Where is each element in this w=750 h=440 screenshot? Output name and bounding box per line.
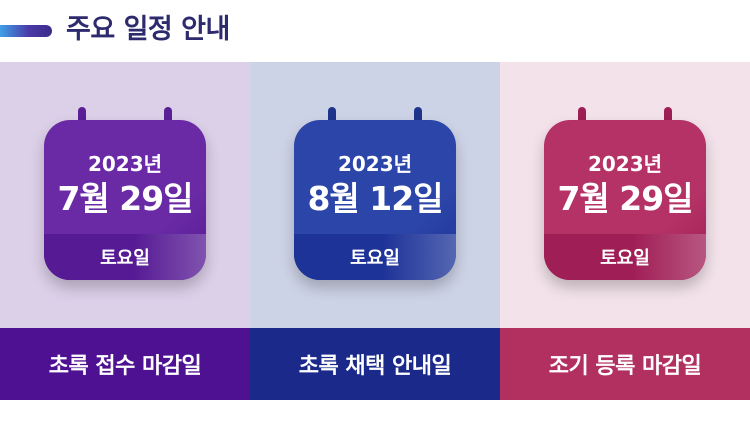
calendar-date: 8월 12일 <box>307 179 443 218</box>
calendar-weekday: 토요일 <box>294 234 456 280</box>
calendar-body: 2023년 7월 29일 <box>44 120 206 234</box>
calendar-body: 2023년 7월 29일 <box>544 120 706 234</box>
schedule-panel-early-registration: 2023년 7월 29일 토요일 조기 등록 마감일 <box>500 62 750 400</box>
panel-label: 초록 채택 안내일 <box>250 328 500 400</box>
calendar-year: 2023년 <box>87 152 163 176</box>
calendar-year: 2023년 <box>587 152 663 176</box>
schedule-panel-acceptance: 2023년 8월 12일 토요일 초록 채택 안내일 <box>250 62 500 400</box>
schedule-panels: 2023년 7월 29일 토요일 초록 접수 마감일 2023년 8월 12일 … <box>0 62 750 400</box>
calendar-body: 2023년 8월 12일 <box>294 120 456 234</box>
calendar-date: 7월 29일 <box>557 179 693 218</box>
calendar-year: 2023년 <box>337 152 413 176</box>
calendar-icon: 2023년 7월 29일 토요일 <box>544 120 706 280</box>
header: 주요 일정 안내 <box>0 0 750 62</box>
calendar-weekday: 토요일 <box>544 234 706 280</box>
calendar-icon: 2023년 8월 12일 토요일 <box>294 120 456 280</box>
header-accent-bar <box>0 25 52 37</box>
schedule-panel-submission: 2023년 7월 29일 토요일 초록 접수 마감일 <box>0 62 250 400</box>
footer-space <box>0 400 750 440</box>
calendar-date: 7월 29일 <box>57 179 193 218</box>
panel-label: 조기 등록 마감일 <box>500 328 750 400</box>
calendar-icon: 2023년 7월 29일 토요일 <box>44 120 206 280</box>
page-title: 주요 일정 안내 <box>66 14 230 45</box>
calendar-weekday: 토요일 <box>44 234 206 280</box>
panel-label: 초록 접수 마감일 <box>0 328 250 400</box>
